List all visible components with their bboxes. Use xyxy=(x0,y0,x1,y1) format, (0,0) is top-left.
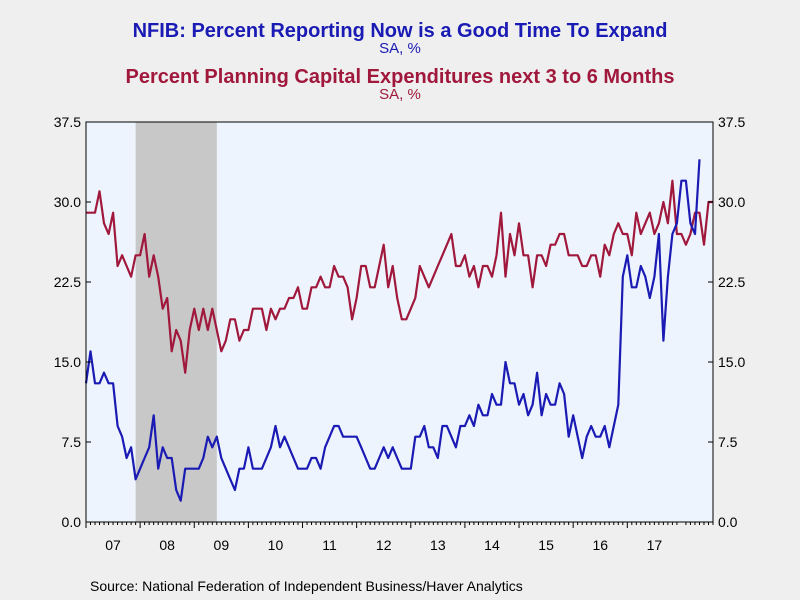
y-tick-label-right: 7.5 xyxy=(718,434,738,450)
chart-title-2: Percent Planning Capital Expenditures ne… xyxy=(125,66,675,88)
ticks-layer: 0.0 0.0 7.5 7.5 15.0 15.0 22.5 22.5 30.0 30.0 37.5… xyxy=(54,114,746,553)
chart-subtitle-1: SA, % xyxy=(379,40,421,57)
x-tick-label: 07 xyxy=(105,537,121,553)
x-tick-label: 09 xyxy=(214,537,230,553)
y-tick-label-left: 7.5 xyxy=(62,434,82,450)
recession-shading xyxy=(135,122,217,522)
source-note: Source: National Federation of Independe… xyxy=(90,578,523,594)
x-tick-label: 17 xyxy=(647,537,663,553)
x-tick-label: 13 xyxy=(430,537,446,553)
y-tick-label-right: 15.0 xyxy=(718,354,745,370)
plot-frame xyxy=(85,121,714,523)
x-tick-label: 15 xyxy=(538,537,554,553)
x-tick-label: 11 xyxy=(322,537,337,553)
y-tick-label-right: 0.0 xyxy=(718,514,738,530)
series-line-2 xyxy=(86,179,713,374)
x-tick-label: 16 xyxy=(592,537,608,553)
series-line-1 xyxy=(84,159,701,502)
chart-title-1: NFIB: Percent Reporting Now is a Good Ti… xyxy=(132,20,668,42)
y-tick-label-left: 37.5 xyxy=(54,114,81,130)
x-tick-label: 10 xyxy=(268,537,284,553)
y-tick-label-left: 0.0 xyxy=(62,514,82,530)
y-tick-label-right: 22.5 xyxy=(718,274,745,290)
x-tick-label: 12 xyxy=(376,537,392,553)
y-tick-label-right: 37.5 xyxy=(718,114,745,130)
y-tick-label-left: 30.0 xyxy=(54,194,81,210)
x-tick-label: 08 xyxy=(159,537,175,553)
y-tick-label-left: 15.0 xyxy=(54,354,81,370)
y-tick-label-right: 30.0 xyxy=(718,194,745,210)
y-tick-label-left: 22.5 xyxy=(54,274,81,290)
x-tick-label: 14 xyxy=(484,537,500,553)
series-layer xyxy=(84,159,713,502)
chart-subtitle-2: SA, % xyxy=(379,86,421,103)
